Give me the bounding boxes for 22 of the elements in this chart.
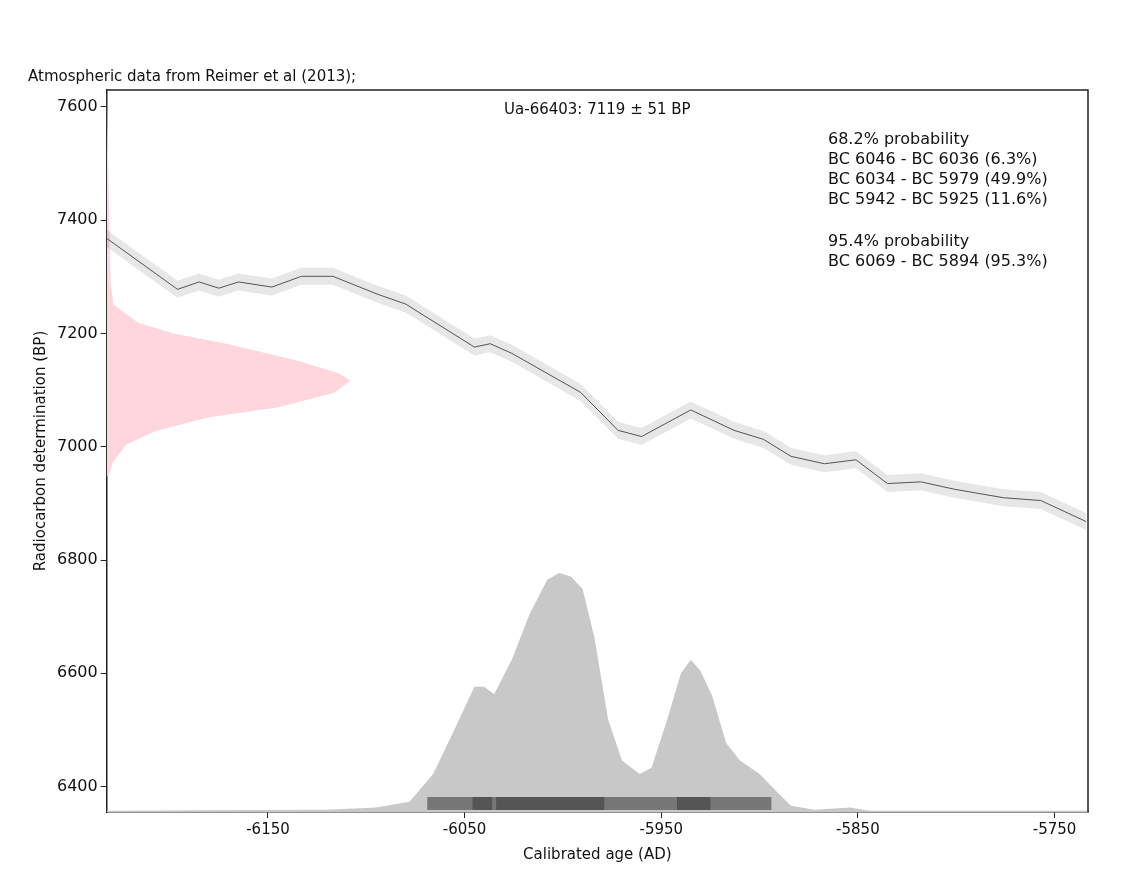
x-tick-label: -5850: [836, 819, 880, 838]
y-tick-label: 7200: [57, 322, 98, 342]
annotation: BC 5942 - BC 5925 (11.6%): [828, 189, 1048, 209]
annotation: BC 6046 - BC 6036 (6.3%): [828, 149, 1038, 169]
x-tick-label: -5750: [1032, 819, 1077, 838]
y-axis-title: Radiocarbon determination (BP): [30, 330, 49, 572]
y-tick-label: 6400: [57, 775, 98, 795]
annotation: 95.4% probability: [828, 231, 970, 251]
annotation: Ua-66403: 7119 ± 51 BP: [504, 99, 691, 118]
annotation: BC 6069 - BC 5894 (95.3%): [828, 251, 1048, 271]
x-tick-label: -6150: [246, 819, 290, 838]
annotation: 68.2% probability: [828, 129, 970, 149]
y-tick-label: 7000: [57, 435, 98, 455]
y-tick-label: 6600: [57, 662, 98, 682]
annotation: BC 6034 - BC 5979 (49.9%): [828, 169, 1048, 189]
chart-title: Atmospheric data from Reimer et al (2013);: [28, 66, 357, 85]
x-tick-label: -5950: [639, 819, 684, 838]
y-tick-label: 7600: [57, 96, 98, 116]
x-tick-label: -6050: [442, 819, 487, 838]
y-tick-label: 7400: [57, 209, 98, 229]
y-tick-label: 6800: [57, 549, 98, 569]
x-axis-title: Calibrated age (AD): [523, 844, 672, 863]
